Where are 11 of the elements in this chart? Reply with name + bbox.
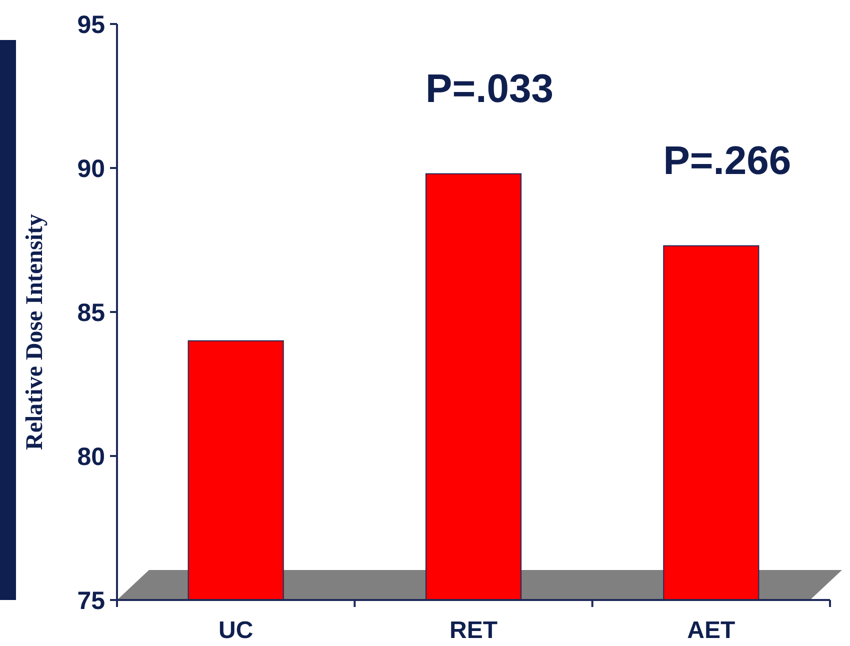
y-axis-title: Relative Dose Intensity — [22, 214, 48, 450]
x-tick-label: AET — [687, 617, 736, 644]
x-tick-label: RET — [450, 617, 498, 644]
y-tick-label: 95 — [77, 10, 106, 39]
y-tick-label: 75 — [77, 586, 106, 615]
x-tick-label: UC — [218, 617, 254, 644]
annotation: P=.266 — [663, 138, 792, 183]
y-tick-label: 80 — [77, 442, 105, 471]
y-tick-label: 85 — [77, 298, 106, 327]
annotation: P=.033 — [426, 66, 554, 111]
y-tick-label: 90 — [77, 154, 105, 183]
